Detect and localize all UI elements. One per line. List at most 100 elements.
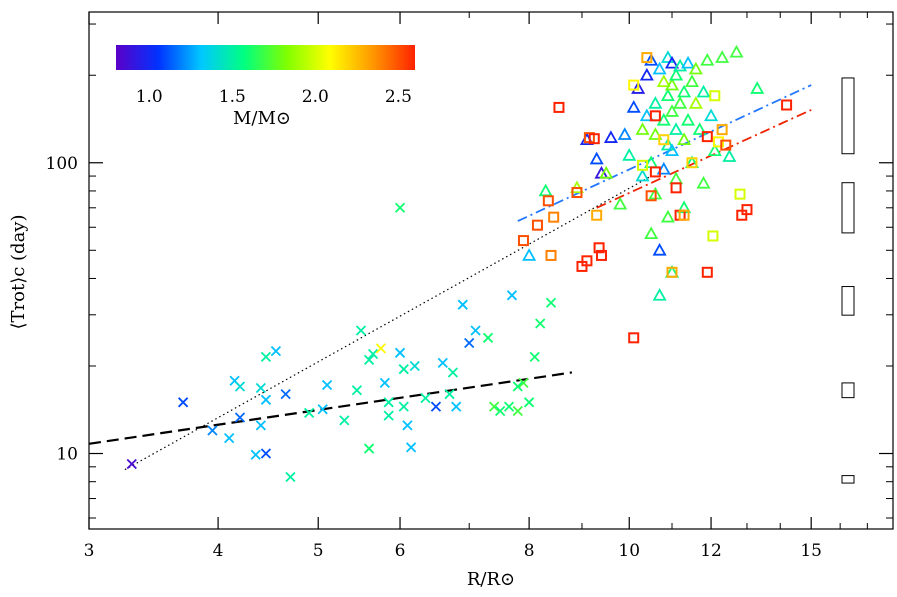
x-marker-point	[363, 443, 375, 454]
square-marker-point	[531, 219, 543, 231]
x-marker-point	[437, 357, 448, 369]
x-marker-point	[321, 379, 333, 391]
square-marker-point	[641, 52, 653, 64]
triangle-marker-point	[613, 196, 628, 210]
x-marker-point	[447, 367, 459, 378]
square-marker-point	[666, 266, 678, 278]
x-marker-point	[503, 401, 515, 412]
triangle-marker-point	[715, 50, 730, 63]
axis-tick-labels: 3 4 5 6 8 10 12 15 10 100	[46, 154, 822, 561]
triangle-marker-point	[688, 61, 703, 75]
colorbar-gradient	[116, 45, 415, 70]
x-tick-label: 4	[213, 541, 224, 561]
square-marker-point	[548, 211, 560, 223]
x-axis-title: R/R⊙	[467, 569, 515, 590]
triangle-marker-point	[704, 108, 719, 122]
x-marker-point	[506, 290, 518, 301]
error-box	[841, 182, 855, 234]
triangle-marker-point	[677, 84, 692, 98]
square-marker-point	[645, 190, 657, 202]
square-marker-point	[545, 249, 557, 261]
square-marker-point	[517, 235, 529, 247]
x-marker-point	[177, 397, 189, 408]
x-marker-point	[126, 458, 137, 470]
triangle-marker-point	[617, 127, 632, 140]
x-marker-point	[398, 401, 409, 412]
x-marker-point	[482, 332, 494, 343]
x-marker-point	[260, 448, 272, 459]
triangle-marker-point	[652, 242, 667, 256]
triangle-marker-point	[681, 112, 696, 126]
x-marker-point	[207, 425, 218, 436]
colorbar-tick-labels: 1.0 1.5 2.0 2.5	[136, 87, 412, 107]
x-marker-point	[444, 389, 455, 400]
triangle-marker-point	[522, 248, 537, 261]
triangle-marker-point	[669, 67, 684, 81]
error-box	[841, 475, 855, 484]
x-marker-point	[339, 415, 350, 426]
error-box	[841, 77, 855, 155]
triangle-marker-point	[635, 168, 650, 182]
fit-lines	[88, 84, 812, 471]
x-marker-point	[512, 381, 523, 392]
x-marker-point	[224, 432, 235, 444]
square-marker-point	[637, 159, 649, 171]
x-marker-point	[405, 442, 417, 453]
square-marker-point	[686, 157, 698, 169]
x-marker-point	[260, 351, 272, 362]
error-boxes	[841, 77, 855, 484]
square-marker-point	[581, 255, 593, 267]
square-marker-point	[701, 266, 713, 278]
y-axis-title: ⟨Trot⟩c (day)	[8, 215, 29, 330]
square-marker-point	[701, 131, 713, 143]
square-marker-point	[591, 209, 603, 221]
x-marker-point	[351, 385, 363, 396]
square-marker-point	[658, 134, 670, 146]
square-marker-point	[593, 242, 605, 254]
x-marker-point	[394, 202, 406, 213]
x-marker-point	[457, 299, 468, 310]
x-marker-point	[523, 397, 535, 408]
triangle-marker-point	[538, 183, 553, 197]
square-marker-point	[734, 188, 746, 200]
x-tick-label: 5	[313, 541, 324, 561]
x-marker-point	[375, 343, 387, 354]
triangle-marker-point	[664, 55, 680, 69]
triangle-marker-point	[635, 122, 650, 135]
fit-line-dotted	[124, 175, 652, 471]
triangle-marker-point	[599, 165, 614, 179]
colorbar-label: M/M⊙	[233, 108, 291, 129]
triangle-marker-point	[644, 226, 659, 240]
y-tick-label: 100	[46, 154, 78, 174]
y-tick-label: 10	[56, 445, 78, 465]
x-marker-point	[280, 389, 291, 400]
x-marker-point	[529, 351, 540, 362]
triangle-marker-point	[603, 130, 618, 143]
triangle-marker-point	[684, 74, 699, 88]
triangle-marker-point	[639, 67, 654, 81]
error-box	[841, 286, 855, 316]
x-marker-point	[409, 360, 420, 372]
x-marker-point	[234, 412, 246, 423]
square-marker-point	[628, 332, 640, 344]
triangle-marker-point	[673, 96, 688, 109]
x-marker-point	[255, 420, 266, 431]
square-marker-point	[781, 99, 793, 111]
x-marker-point	[488, 401, 500, 412]
x-marker-point	[383, 397, 394, 408]
x-marker-point	[379, 377, 390, 388]
error-box	[841, 382, 855, 399]
x-tick-label: 8	[524, 541, 535, 561]
triangle-marker-point	[656, 161, 671, 175]
colorbar-tick-label: 2.0	[302, 87, 329, 107]
triangle-marker-point	[622, 148, 637, 161]
square-marker-point	[595, 249, 607, 261]
colorbar: 1.0 1.5 2.0 2.5 M/M⊙	[116, 45, 415, 129]
square-marker-point	[741, 204, 753, 216]
square-marker-point	[709, 90, 721, 102]
triangle-marker-point	[669, 122, 684, 135]
triangle-marker-point	[652, 61, 667, 75]
triangle-marker-point	[644, 53, 659, 66]
triangle-marker-point	[750, 81, 765, 94]
x-marker-point	[383, 410, 394, 421]
